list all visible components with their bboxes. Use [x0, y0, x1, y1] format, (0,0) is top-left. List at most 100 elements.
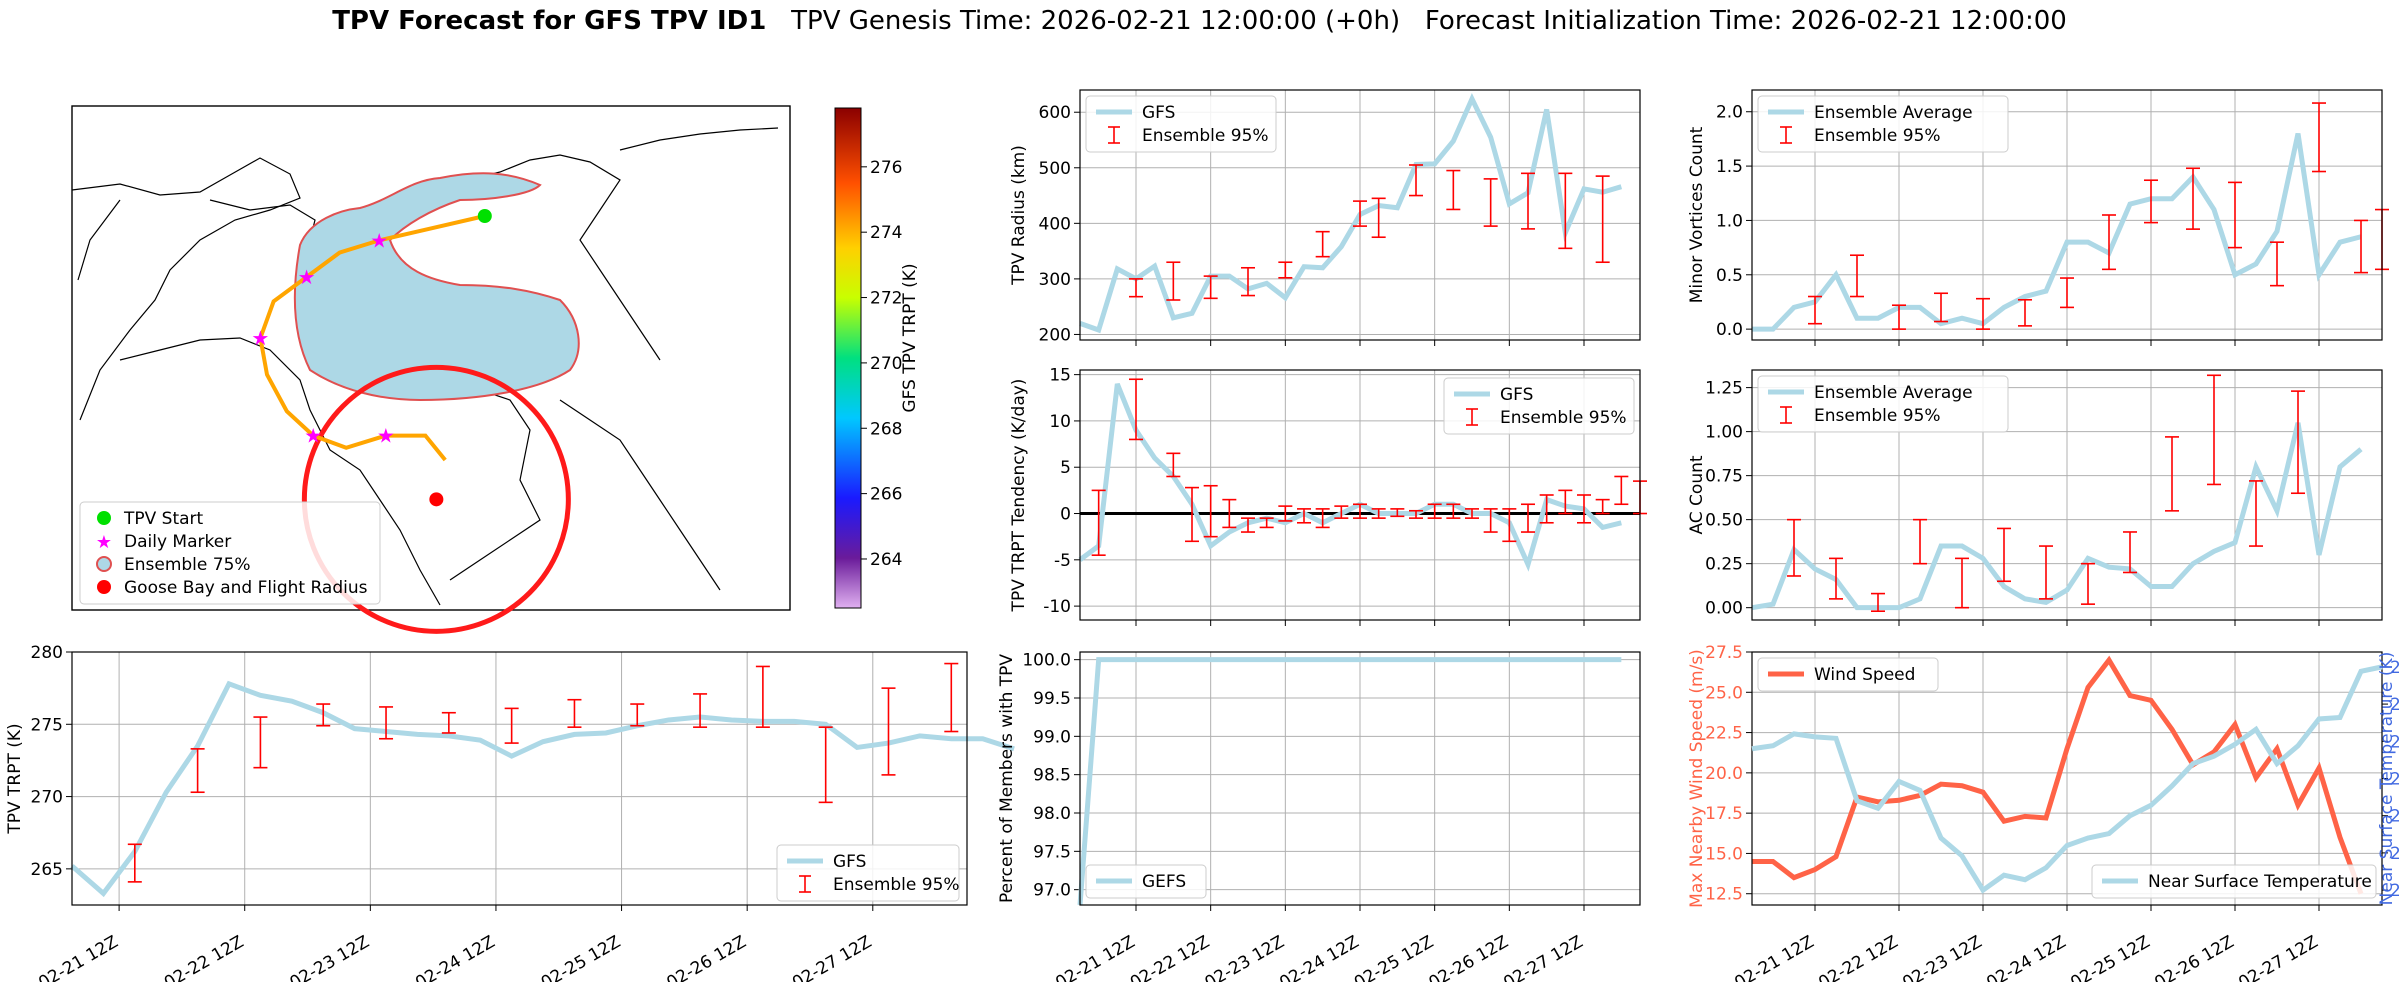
colorbar-tick-label: 272: [870, 289, 902, 309]
y-tick-label: 1.0: [1716, 211, 1743, 231]
colorbar-tick-label: 274: [870, 223, 902, 243]
y-tick-label: 1.00: [1705, 423, 1743, 443]
daily-marker: ★: [370, 228, 388, 252]
x-tick-label: 02-24 12Z: [1276, 932, 1362, 982]
y-tick-label: 600: [1039, 103, 1071, 123]
y-axis-label: TPV Radius (km): [1009, 145, 1029, 286]
legend-entry: Ensemble 95%: [833, 875, 960, 895]
series-line-gfs: [1079, 92, 1623, 334]
y-tick-label: 275: [31, 715, 63, 735]
x-tick-label: 02-21 12Z: [1052, 932, 1138, 982]
x-tick-label: 02-27 12Z: [789, 932, 875, 982]
legend-box: [1085, 95, 1277, 153]
map-legend-entry: Goose Bay and Flight Radius: [124, 578, 368, 598]
legend-box: [2091, 864, 2377, 899]
y-tick-label: 0.5: [1716, 266, 1743, 286]
coastline: [77, 199, 121, 281]
coastline: [119, 337, 441, 606]
x-tick-label: 02-25 12Z: [538, 932, 624, 982]
y-tick-label: 265: [31, 860, 63, 880]
colorbar-tick-label: 270: [870, 354, 902, 374]
wind-panel: 12.515.017.520.022.525.027.502-21 12Z02-…: [1687, 643, 2399, 982]
colorbar-tick-label: 268: [870, 419, 902, 439]
y-tick-label: 1.5: [1716, 157, 1743, 177]
plot-frame: [71, 651, 968, 906]
legend-entry: GFS: [1142, 103, 1175, 123]
legend-goosebay-swatch: [97, 580, 111, 594]
x-tick-label: 02-21 12Z: [35, 932, 121, 982]
series-line-gfs: [1078, 382, 1622, 572]
x-tick-label: 02-21 12Z: [1731, 932, 1817, 982]
y-tick-label: 300: [1039, 270, 1071, 290]
x-tick-label: 02-27 12Z: [1500, 932, 1586, 982]
coastline: [559, 399, 721, 591]
y-tick-label: 0.25: [1705, 555, 1743, 575]
goose-bay-marker: [429, 492, 444, 507]
y-tick-label: 0.0: [1716, 320, 1743, 340]
y-tick-label: 98.5: [1033, 766, 1071, 786]
legend-entry: Ensemble Average: [1814, 103, 1973, 123]
y-axis-label: TPV TRPT Tendency (K/day): [1009, 379, 1029, 613]
y2-tick-label: 250.0: [2390, 770, 2399, 790]
radius-panel: 200 300 400 500 600 TPV Radius (km) GFS Ensembl…: [1009, 89, 1641, 346]
y-tick-label: 25.0: [1705, 683, 1743, 703]
series-line-gfs: [70, 680, 1015, 898]
y-tick-label: -5: [1054, 551, 1071, 571]
y-axis-label: TPV TRPT (K): [5, 723, 25, 834]
series-line-ensemble-average: [1752, 132, 2362, 332]
flight-radius-circle: [301, 364, 571, 634]
y-tick-label: 500: [1039, 159, 1071, 179]
title-genesis: TPV Genesis Time: 2026-02-21 12:00:00 (+…: [791, 6, 1401, 36]
y2-tick-label: 247.5: [2390, 807, 2399, 827]
y-tick-label: 17.5: [1705, 804, 1743, 824]
y-tick-label: 200: [1039, 325, 1071, 345]
y-tick-label: 98.0: [1033, 804, 1071, 824]
y-tick-label: 2.0: [1716, 103, 1743, 123]
legend-entry: Wind Speed: [1814, 665, 1915, 685]
legend-entry: Ensemble Average: [1814, 383, 1973, 403]
daily-marker: ★: [377, 424, 395, 448]
y2-tick-label: 252.5: [2390, 732, 2399, 752]
map-content: ★ ★ ★ ★ ★: [71, 127, 779, 634]
ac-panel: 0.00 0.25 0.50 0.75 1.00 1.25 AC Count Ensemble…: [1687, 369, 2383, 626]
y2-axis-label: Near Surface Temperature (K): [2377, 652, 2397, 906]
y-tick-label: 15: [1049, 366, 1071, 386]
series-line-near-surface-temperature: [1751, 664, 2383, 894]
y2-tick-label: 242.5: [2390, 881, 2399, 901]
map-panel: ★ ★ ★ ★ ★ TPV Start ★ Daily Marker Ensemble 75% G…: [71, 105, 920, 634]
figure-title: TPV Forecast for GFS TPV ID1 TPV Genesis…: [0, 6, 2399, 36]
y-tick-label: -10: [1043, 597, 1071, 617]
minor-panel: 0.0 0.5 1.0 1.5 2.0 Minor Vortices Count Ensem…: [1687, 89, 2389, 346]
y-tick-label: 97.5: [1033, 842, 1071, 862]
legend-entry: Ensemble 95%: [1142, 126, 1269, 146]
x-tick-label: 02-26 12Z: [663, 932, 749, 982]
legend-entry: GEFS: [1142, 872, 1186, 892]
daily-marker: ★: [304, 424, 322, 448]
y-tick-label: 20.0: [1705, 764, 1743, 784]
daily-marker: ★: [251, 326, 269, 350]
y-tick-label: 100.0: [1022, 651, 1071, 671]
legend-box: [1757, 95, 2009, 153]
legend-entry: Ensemble 95%: [1500, 408, 1627, 428]
y2-tick-label: 245.0: [2390, 844, 2399, 864]
y-tick-label: 99.0: [1033, 727, 1071, 747]
y-tick-label: 0.50: [1705, 511, 1743, 531]
y-axis-label: Percent of Members with TPV: [997, 654, 1017, 903]
colorbar-tick-label: 266: [870, 485, 902, 505]
legend-box: [1085, 864, 1207, 899]
legend-entry: Near Surface Temperature: [2148, 872, 2372, 892]
y2-tick-label: 255.0: [2390, 695, 2399, 715]
x-tick-label: 02-24 12Z: [1983, 932, 2069, 982]
tpv-track: [258, 214, 486, 462]
y-axis-label: Max Nearby Wind Speed (m/s): [1687, 649, 1707, 908]
legend-box: [1443, 377, 1635, 435]
coastline: [619, 127, 779, 151]
y-tick-label: 270: [31, 788, 63, 808]
y-tick-label: 280: [31, 643, 63, 663]
y-tick-label: 1.25: [1705, 379, 1743, 399]
legend-ensemble-swatch: [96, 556, 112, 572]
y-tick-label: 0.00: [1705, 599, 1743, 619]
x-tick-label: 02-24 12Z: [412, 932, 498, 982]
y-tick-label: 15.0: [1705, 844, 1743, 864]
map-legend-entry: Daily Marker: [124, 532, 231, 552]
